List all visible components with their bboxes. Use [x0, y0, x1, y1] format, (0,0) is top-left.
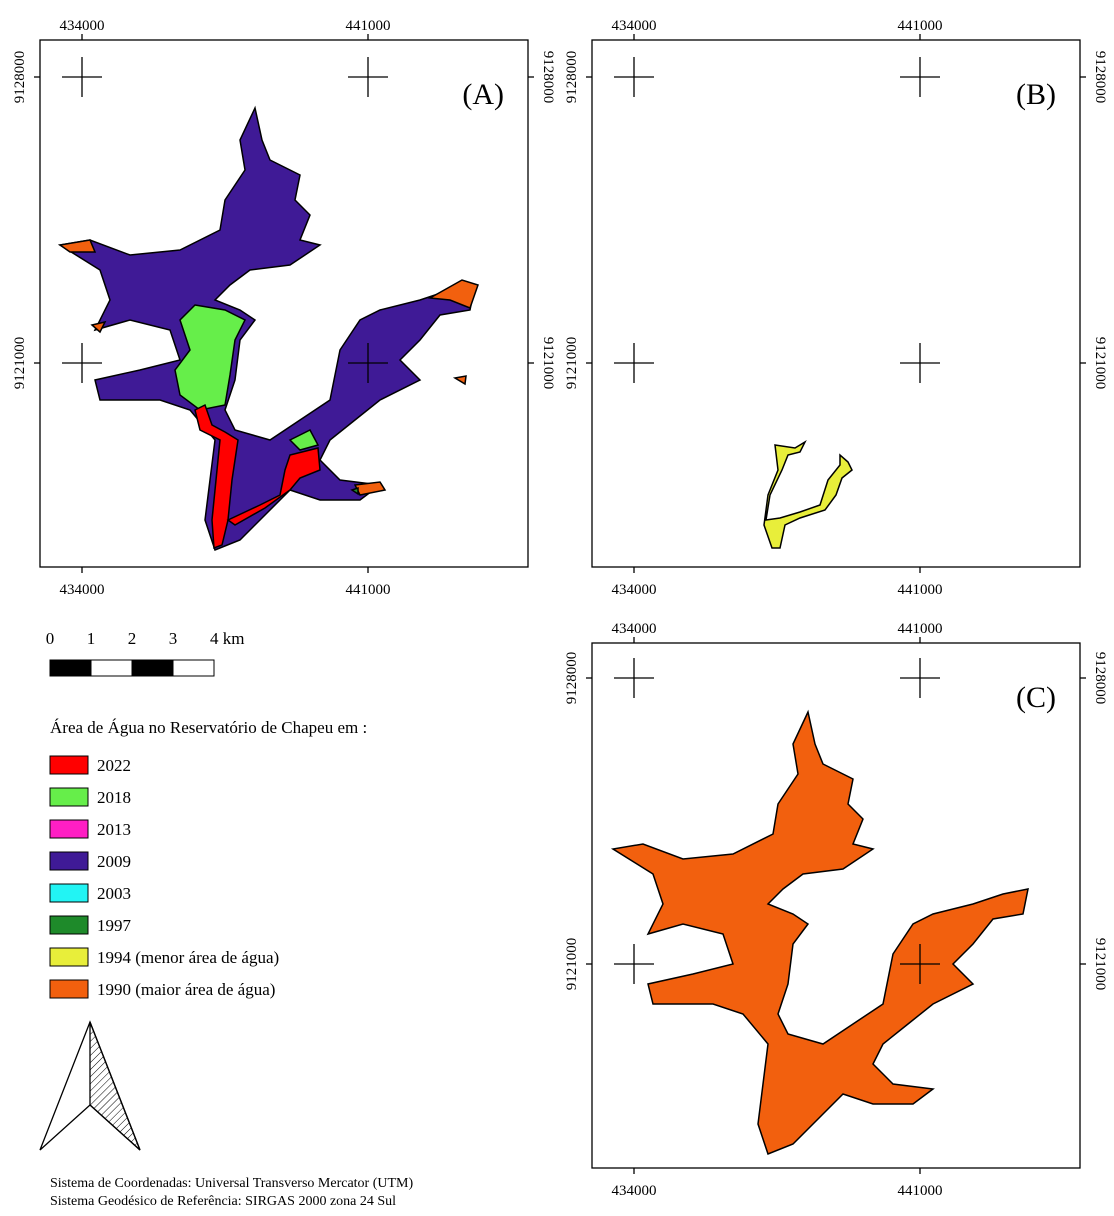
water-2022: [194, 403, 321, 550]
water-2018: [174, 304, 320, 451]
y-coordinate: 9128000: [1092, 652, 1108, 705]
legend-label: 2009: [97, 852, 131, 871]
x-coordinate: 441000: [346, 18, 391, 34]
scale-label: 4 km: [210, 629, 244, 648]
y-coordinate: 9121000: [1092, 337, 1108, 390]
scale-label: 2: [128, 629, 137, 648]
x-coordinate: 434000: [60, 582, 105, 598]
panel-frame: [39, 39, 529, 568]
y-coordinate: 9121000: [1092, 938, 1108, 991]
panel-label: (B): [1016, 78, 1056, 111]
y-coordinate: 9121000: [564, 938, 580, 991]
footer-note: Sistema de Coordenadas: Universal Transv…: [50, 1176, 413, 1191]
y-coordinate: 9121000: [564, 337, 580, 390]
legend-label: 2013: [97, 820, 131, 839]
scale-label: 3: [169, 629, 178, 648]
x-coordinate: 441000: [898, 18, 943, 34]
water-1997: [350, 486, 359, 496]
legend-label: 2003: [97, 884, 131, 903]
legend-swatch: [49, 819, 89, 839]
y-coordinate: 9128000: [12, 51, 28, 104]
scale-segment: [131, 659, 174, 677]
x-coordinate: 434000: [612, 582, 657, 598]
scale-segment: [49, 659, 92, 677]
footer-note: Sistema Geodésico de Referência: SIRGAS …: [50, 1194, 396, 1209]
legend-label: 2018: [97, 788, 131, 807]
y-coordinate: 9121000: [12, 337, 28, 390]
panel-label: (C): [1016, 681, 1056, 714]
x-coordinate: 441000: [898, 621, 943, 637]
map-frames: [39, 39, 1081, 1169]
scale-bar: [49, 659, 215, 677]
scale-label: 0: [46, 629, 55, 648]
x-coordinate: 434000: [60, 18, 105, 34]
legend-swatch: [49, 947, 89, 967]
legend-swatch: [49, 979, 89, 999]
water-1990: [58, 239, 479, 496]
legend-swatch: [49, 915, 89, 935]
water-1990: [612, 711, 1029, 1155]
legend-swatch: [49, 787, 89, 807]
y-coordinate: 9128000: [540, 51, 556, 104]
y-coordinate: 9128000: [564, 652, 580, 705]
x-coordinate: 441000: [346, 582, 391, 598]
water-2009: [59, 107, 476, 551]
scale-segment: [172, 659, 215, 677]
legend-swatch: [49, 851, 89, 871]
legend-swatch: [49, 755, 89, 775]
legend-label: 1994 (menor área de água): [97, 948, 279, 967]
north-arrow: [39, 1020, 141, 1151]
panel-frame: [591, 642, 1081, 1169]
x-coordinate: 434000: [612, 621, 657, 637]
y-coordinate: 9128000: [564, 51, 580, 104]
water-1994: [763, 440, 853, 549]
legend-label: 1997: [97, 916, 132, 935]
legend-swatch: [49, 883, 89, 903]
x-coordinate: 434000: [612, 1183, 657, 1199]
scale-label: 1: [87, 629, 96, 648]
legend-label: 2022: [97, 756, 131, 775]
x-coordinate: 441000: [898, 582, 943, 598]
panel-label: (A): [462, 78, 504, 111]
panel-frame: [591, 39, 1081, 568]
scale-segment: [90, 659, 133, 677]
y-coordinate: 9121000: [540, 337, 556, 390]
legend-title: Área de Água no Reservatório de Chapeu e…: [50, 718, 367, 737]
grid-crosses: [34, 34, 1086, 1174]
panel-a-water: [58, 107, 479, 551]
legend-label: 1990 (maior área de água): [97, 980, 275, 999]
x-coordinate: 434000: [612, 18, 657, 34]
y-coordinate: 9128000: [1092, 51, 1108, 104]
x-coordinate: 441000: [898, 1183, 943, 1199]
